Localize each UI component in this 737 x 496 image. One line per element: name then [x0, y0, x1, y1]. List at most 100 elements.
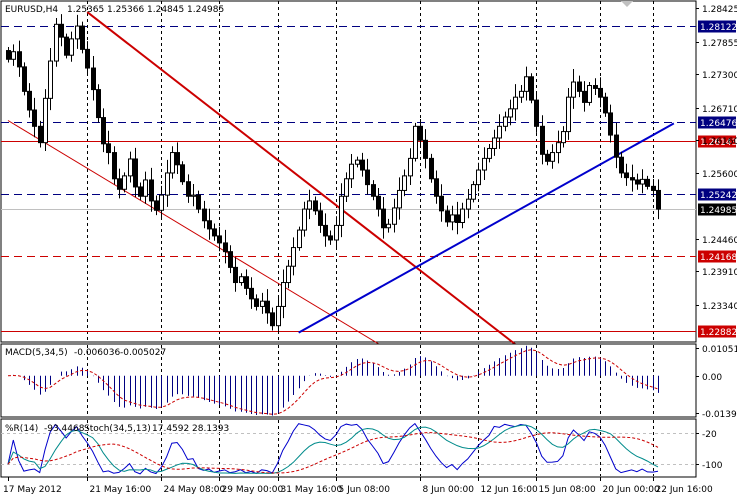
candle-18: [101, 108, 106, 153]
candle-body: [175, 152, 180, 166]
candle-70: [376, 188, 381, 217]
candle-113: [603, 92, 608, 117]
candle-body: [371, 184, 376, 197]
candle-body: [249, 287, 254, 300]
candle-body: [228, 251, 233, 268]
candle-9: [54, 17, 59, 67]
candle-20: [112, 146, 117, 185]
candle-body: [27, 90, 32, 111]
candle-86: [460, 202, 465, 229]
candle-body: [17, 51, 22, 68]
candle-body: [339, 195, 344, 226]
candle-38: [207, 208, 212, 240]
candle-body: [561, 131, 566, 144]
candle-30: [165, 159, 170, 207]
candle-116: [619, 151, 624, 178]
candle-79: [423, 129, 428, 169]
level-tag-4: [698, 250, 736, 263]
main-pane-frame: [0, 0, 697, 343]
candle-121: [645, 175, 650, 190]
candle-35: [191, 183, 196, 207]
candle-102: [545, 149, 550, 166]
candle-body: [286, 265, 291, 284]
date-label-7: 12 Jun 16:00: [481, 485, 538, 495]
trendlines: [7, 11, 675, 354]
candle-26: [143, 171, 148, 204]
level-tag-2: [698, 135, 736, 148]
candle-body: [149, 179, 154, 202]
candle-83: [445, 205, 450, 227]
candle-36: [196, 190, 201, 214]
date-label-4: 31 May 16:00: [281, 485, 343, 495]
candle-body: [64, 36, 69, 56]
candle-78: [418, 119, 423, 147]
macd-label: MACD(5,34,5): [5, 348, 68, 358]
candle-42: [228, 245, 233, 274]
candle-body: [397, 189, 402, 209]
candle-55: [297, 226, 302, 251]
candle-99: [529, 73, 534, 104]
candle-body: [276, 305, 281, 327]
candle-2: [17, 40, 22, 77]
macd-tick-label-1: 0.00: [702, 373, 722, 383]
date-label-2: 24 May 08:00: [164, 485, 226, 495]
candle-body: [239, 276, 244, 284]
candle-body: [556, 142, 561, 154]
candle-body: [122, 175, 127, 190]
candle-body: [22, 66, 27, 92]
osc-tick-label-1: -100: [702, 461, 723, 471]
trendline-1: [7, 120, 384, 348]
macd-pane: 0.010515 0.00 -0.01396 MACD(5,34,5) -0.006…: [0, 343, 737, 420]
candle-81: [434, 170, 439, 204]
candle-body: [524, 76, 529, 92]
candle-97: [519, 84, 524, 103]
candle-52: [281, 269, 286, 319]
date-label-9: 20 Jun 00:00: [603, 485, 660, 495]
candle-24: [133, 147, 138, 197]
candle-82: [439, 184, 444, 222]
price-tick-label-7: 1.23910: [702, 268, 737, 278]
candle-body: [11, 51, 16, 60]
candle-31: [170, 146, 175, 179]
candle-body: [202, 208, 207, 222]
current-price-label: 1.24985: [700, 206, 737, 216]
candle-72: [386, 218, 391, 233]
candle-25: [138, 182, 143, 201]
candle-body: [413, 125, 418, 159]
candle-body: [651, 185, 656, 191]
price-tick-label-2: 1.27300: [702, 71, 737, 81]
candle-body: [386, 223, 391, 229]
candle-body: [254, 298, 259, 307]
candle-117: [624, 163, 629, 186]
candle-body: [32, 109, 37, 127]
candle-5: [32, 97, 37, 138]
candle-80: [429, 153, 434, 183]
candle-101: [540, 115, 545, 165]
price-axis: 1.28122 1.26476 1.26143 1.25242 1.24168 1.228…: [696, 5, 737, 338]
candle-57: [307, 189, 312, 220]
vertical-grid: [87, 1, 654, 342]
candle-107: [571, 68, 576, 109]
candle-body: [165, 172, 170, 196]
candle-body: [265, 300, 270, 314]
candle-body: [503, 116, 508, 127]
candle-29: [159, 185, 164, 219]
oscillator-pane: -20 -100 %R(14) -93.4468 Stoch(34,5,13) 1…: [0, 418, 723, 478]
candle-17: [96, 84, 101, 123]
candle-body: [344, 178, 349, 197]
chart-header: EURUSD,H4 1.25365 1.25366 1.24845 1.2498…: [5, 5, 224, 15]
date-label-8: 15 Jun 08:00: [539, 485, 596, 495]
candle-8: [48, 48, 53, 111]
candle-14: [80, 21, 85, 54]
candle-body: [217, 235, 222, 244]
candle-119: [635, 173, 640, 190]
candle-37: [202, 200, 207, 229]
candle-122: [651, 179, 656, 198]
candle-body: [101, 117, 106, 145]
candle-body: [460, 208, 465, 224]
candle-body: [614, 134, 619, 158]
candle-body: [159, 194, 164, 211]
candle-115: [614, 122, 619, 169]
candle-40: [217, 226, 222, 252]
